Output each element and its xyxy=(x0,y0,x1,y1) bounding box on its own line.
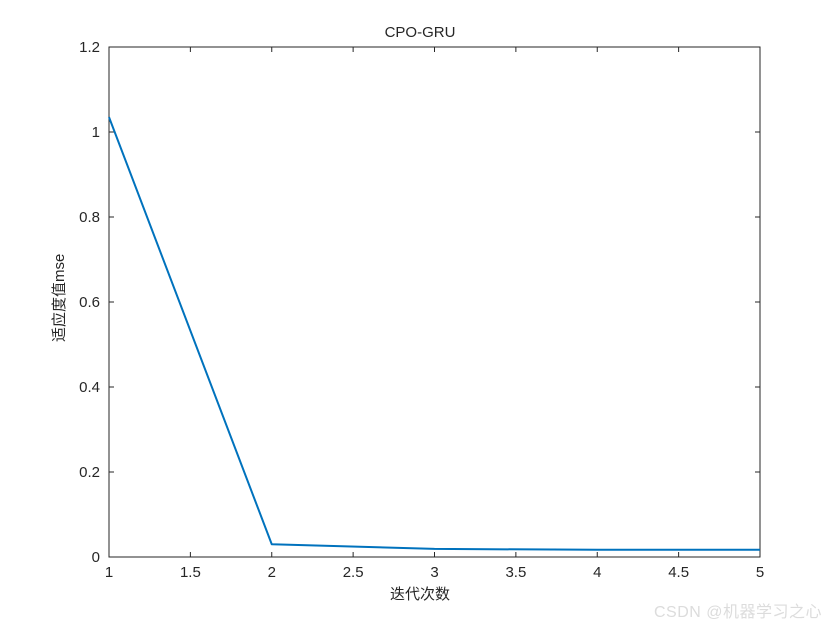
y-tick-label: 0.8 xyxy=(79,209,100,226)
watermark: CSDN @机器学习之心 xyxy=(654,598,822,622)
x-tick-label: 1.5 xyxy=(180,564,201,581)
y-tick-label: 1 xyxy=(92,124,100,141)
x-tick-label: 5 xyxy=(756,564,764,581)
x-tick-label: 4 xyxy=(593,564,601,581)
y-axis-label: 适应度值mse xyxy=(48,254,69,342)
x-tick-label: 1 xyxy=(105,564,113,581)
x-tick-label: 2 xyxy=(268,564,276,581)
x-tick-label: 4.5 xyxy=(668,564,689,581)
chart-container: CPO-GRU 11.522.533.544.5500.20.40.60.811… xyxy=(0,0,840,630)
y-tick-label: 0 xyxy=(92,549,100,566)
y-tick-label: 1.2 xyxy=(79,39,100,56)
y-tick-label: 0.2 xyxy=(79,464,100,481)
x-tick-label: 3 xyxy=(430,564,438,581)
plot-svg: 1 1.5 2 2.5 3 3.5 4 4.5 5 0 0.2 0.4 0.6 0.8 1 1.2 xyxy=(0,0,840,630)
x-tick-label: 2.5 xyxy=(343,564,364,581)
x-tick-label: 3.5 xyxy=(505,564,526,581)
y-tick-label: 0.6 xyxy=(79,294,100,311)
y-tick-label: 0.4 xyxy=(79,379,100,396)
